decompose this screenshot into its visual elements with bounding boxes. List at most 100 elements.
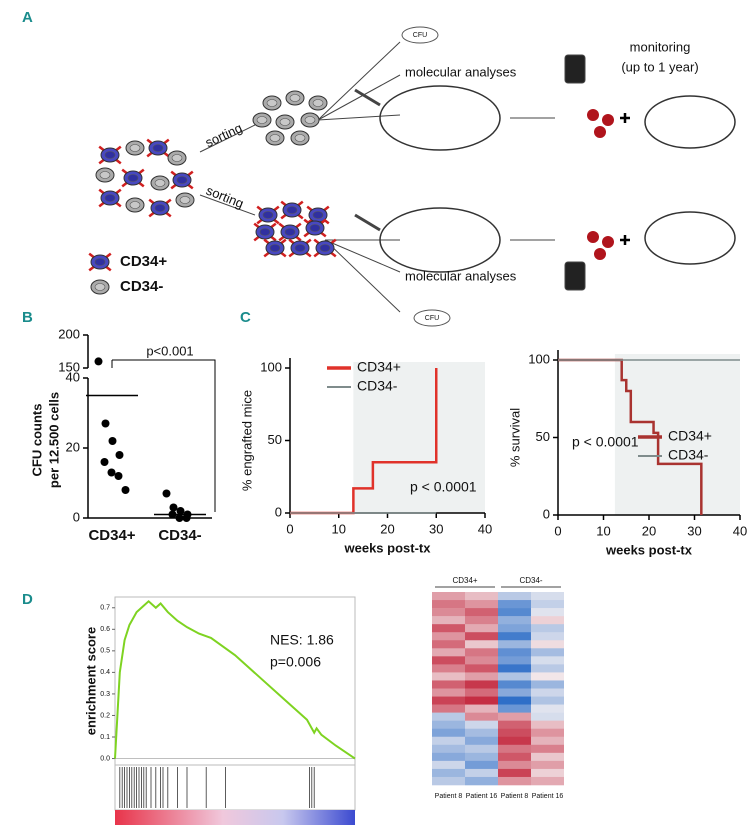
dot (121, 486, 130, 494)
label: molecular analyses (405, 64, 517, 79)
nucleus (171, 154, 183, 162)
legend-label: CD34- (357, 378, 398, 394)
heat-cell (432, 672, 465, 681)
heat-cell (465, 776, 498, 786)
spike (98, 145, 105, 152)
heat-cell (498, 608, 531, 617)
column-label: Patient 8 (501, 793, 529, 800)
heat-cell (432, 752, 465, 762)
spike (115, 188, 122, 195)
spike (263, 251, 270, 258)
heat-cell (531, 720, 564, 730)
heat-cell (531, 624, 564, 633)
heat-cell (498, 640, 531, 649)
nucleus (312, 211, 324, 219)
heat-cell (531, 728, 564, 738)
heat-cell (465, 688, 498, 697)
heat-cell (531, 608, 564, 617)
panel-label: B (22, 309, 33, 326)
x-tick-label: 40 (478, 521, 492, 536)
spike (98, 158, 105, 165)
label: sorting (204, 183, 246, 212)
heat-cell (498, 616, 531, 625)
x-tick-label: 0 (286, 521, 293, 536)
heat-cell (432, 688, 465, 697)
heat-cell (531, 616, 564, 625)
heat-cell (498, 600, 531, 609)
heat-cell (498, 704, 531, 713)
spike (253, 222, 260, 229)
column-label: Patient 16 (466, 793, 498, 800)
cells (88, 90, 337, 295)
heat-cell (432, 624, 465, 633)
spike (187, 170, 194, 177)
rank-strip (115, 810, 355, 825)
y-tick-label: 0.4 (100, 669, 110, 676)
legend-label: CD34- (668, 447, 709, 463)
y-tick-label: 0.3 (100, 691, 110, 698)
x-tick-label: 30 (429, 521, 443, 536)
dot (100, 458, 109, 466)
spike (280, 238, 287, 245)
spike (288, 251, 295, 258)
heat-cell (465, 608, 498, 617)
heat-cell (465, 624, 498, 633)
heat-cell (498, 648, 531, 657)
heat-cell (465, 592, 498, 601)
spike (323, 205, 330, 212)
spike (121, 168, 128, 175)
nucleus (104, 151, 116, 159)
dot (114, 472, 123, 480)
heat-cell (432, 656, 465, 665)
spike (270, 235, 277, 242)
nucleus (289, 94, 301, 102)
spike (320, 231, 327, 238)
heat-cell (498, 712, 531, 721)
annotation: p<0.001 (146, 343, 193, 358)
heat-cell (465, 616, 498, 625)
heat-cell (531, 760, 564, 770)
heat-cell (498, 768, 531, 778)
heat-cell (465, 768, 498, 778)
spike (138, 168, 145, 175)
heat-cell (498, 776, 531, 786)
spike (313, 238, 320, 245)
y-tick-label: 50 (268, 432, 282, 447)
spike (280, 200, 287, 207)
heat-cell (465, 648, 498, 657)
nucleus (259, 228, 271, 236)
spike (115, 201, 122, 208)
nucleus (129, 201, 141, 209)
spike (170, 170, 177, 177)
spike (148, 198, 155, 205)
heat-cell (432, 712, 465, 721)
annotation: NES: 1.86 (270, 632, 334, 648)
spike (320, 218, 327, 225)
plot-frame (114, 596, 356, 766)
heat-cell (465, 696, 498, 705)
panel-label: C (240, 309, 251, 326)
spike (305, 238, 312, 245)
heat-cell (432, 736, 465, 746)
y-axis-label: enrichment score (83, 627, 98, 735)
nucleus (286, 206, 298, 214)
spike (256, 218, 263, 225)
heat-cell (498, 696, 531, 705)
label: sorting (203, 120, 245, 150)
heat-cell (531, 736, 564, 746)
bracket (111, 359, 216, 512)
y-tick-label: 0.5 (100, 648, 110, 655)
dot (108, 437, 117, 445)
nucleus (179, 196, 191, 204)
spike (273, 205, 280, 212)
heat-cell (432, 664, 465, 673)
label: (up to 1 year) (621, 59, 698, 74)
x-tick-label: 20 (380, 521, 394, 536)
nucleus (269, 244, 281, 252)
nucleus (304, 116, 316, 124)
legend-label: CD34- (120, 278, 163, 295)
heat-cell (432, 648, 465, 657)
spike (278, 222, 285, 229)
spike (295, 235, 302, 242)
y-tick-label: 100 (528, 351, 550, 366)
